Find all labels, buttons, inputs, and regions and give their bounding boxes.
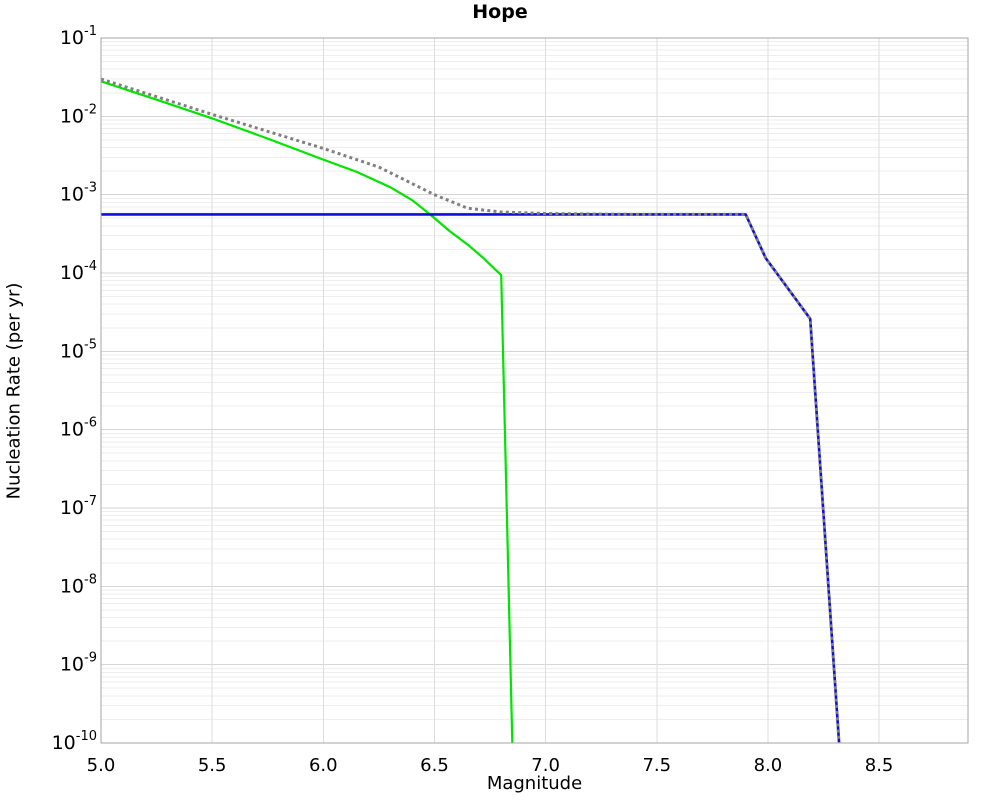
x-tick-label: 6.0: [309, 755, 338, 776]
y-tick-label: 10-4: [60, 259, 97, 284]
x-tick-label: 7.0: [531, 755, 560, 776]
x-tick-label: 7.5: [642, 755, 671, 776]
y-tick-label: 10-8: [60, 572, 97, 597]
plot-background: [101, 38, 968, 743]
x-tick-label: 6.5: [420, 755, 449, 776]
x-tick-label: 5.5: [198, 755, 227, 776]
chart-title: Hope: [472, 1, 528, 23]
y-tick-label: 10-6: [60, 416, 97, 441]
y-axis-label: Nucleation Rate (per yr): [3, 282, 25, 500]
y-tick-label: 10-2: [60, 102, 97, 127]
green-solid-curve: [100, 80, 514, 744]
gray-dotted-curve: [100, 77, 841, 744]
x-tick-label: 5.0: [87, 755, 116, 776]
x-tick-label: 8.0: [754, 755, 783, 776]
x-axis-label: Magnitude: [486, 773, 583, 794]
x-tick-label: 8.5: [865, 755, 894, 776]
y-tick-label: 10-3: [60, 181, 97, 206]
y-tick-label: 10-7: [60, 494, 97, 519]
y-tick-label: 10-9: [60, 651, 97, 676]
y-tick-label: 10-10: [52, 729, 97, 754]
plot-border: [100, 37, 969, 744]
y-tick-label: 10-5: [60, 337, 97, 362]
y-tick-label: 10-1: [60, 24, 97, 49]
